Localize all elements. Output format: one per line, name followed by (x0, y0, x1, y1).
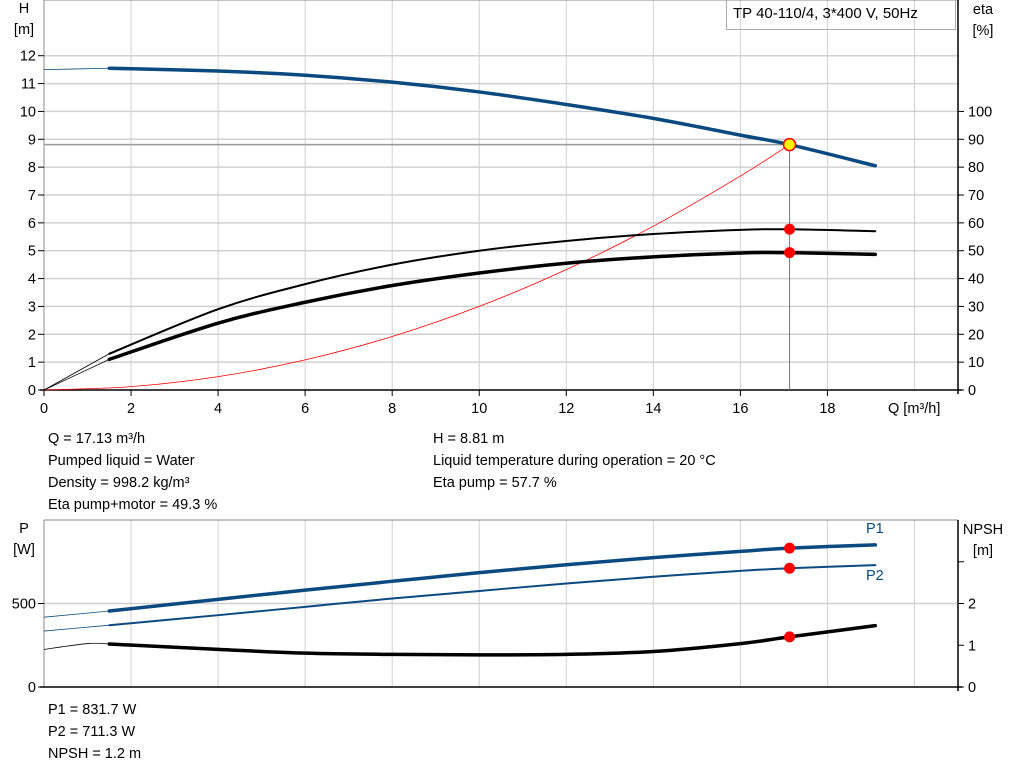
duty-point-h (782, 137, 797, 152)
y2-tick-label: 0 (968, 680, 976, 696)
curve-P2 (108, 564, 877, 627)
y2-tick-label: 50 (968, 244, 984, 260)
y2-tick-label: 2 (968, 597, 976, 613)
y2-tick-label: 40 (968, 272, 984, 288)
y2-tick-label: 90 (968, 132, 984, 148)
duty-point-eta-total (784, 247, 796, 259)
y-axis-label: H (19, 1, 29, 17)
y2-tick-label: 1 (968, 638, 976, 654)
info-density: Density = 998.2 kg/m³ (48, 475, 190, 491)
y-tick-label: 5 (28, 244, 36, 260)
curve-H-extrapolated (43, 67, 110, 71)
curve-eta_pump-extrapolated (43, 353, 110, 391)
info-eta-total: Eta pump+motor = 49.3 % (48, 497, 218, 513)
y-tick-label: 0 (28, 680, 36, 696)
y-tick-label: 500 (12, 597, 36, 613)
x-tick-label: 14 (645, 401, 661, 417)
curve-system (43, 144, 790, 391)
x-tick-label: 4 (214, 401, 222, 417)
y-tick-label: 7 (28, 188, 36, 204)
curve-eta_total (107, 250, 878, 362)
series-label-p2: P2 (866, 568, 884, 584)
x-axis-label: Q [m³/h] (888, 401, 940, 417)
y-tick-label: 8 (28, 160, 36, 176)
y2-axis-unit: [m] (973, 543, 993, 559)
y-axis-unit: [W] (13, 542, 35, 558)
x-tick-label: 6 (301, 401, 309, 417)
info-q: Q = 17.13 m³/h (48, 431, 146, 447)
curve-NPSH-extrapolated (43, 642, 110, 650)
chart-title: TP 40-110/4, 3*400 V, 50Hz (726, 0, 956, 30)
info-h: H = 8.81 m (433, 431, 505, 447)
y-tick-label: 2 (28, 327, 36, 343)
curve-P1 (107, 543, 878, 613)
y-tick-label: 12 (20, 49, 36, 65)
series-label-p1: P1 (866, 521, 884, 537)
duty-point-eta-pump (784, 223, 796, 235)
info-npsh: NPSH = 1.2 m (48, 746, 142, 762)
y-tick-label: 10 (20, 104, 36, 120)
y-tick-label: 11 (21, 77, 36, 93)
curve-eta_pump (108, 228, 877, 355)
duty-point-p1 (784, 542, 796, 554)
info-p1: P1 = 831.7 W (48, 702, 137, 718)
y2-tick-label: 60 (968, 216, 984, 232)
duty-point-npsh (784, 631, 796, 643)
curve-P2-extrapolated (43, 624, 110, 632)
x-tick-label: 12 (558, 401, 574, 417)
x-tick-label: 2 (127, 401, 135, 417)
x-tick-label: 18 (819, 401, 835, 417)
y-axis-unit: [m] (14, 22, 34, 38)
info-temp: Liquid temperature during operation = 20… (433, 453, 716, 469)
curve-eta_total-extrapolated (43, 358, 110, 391)
y2-tick-label: 70 (968, 188, 984, 204)
y-tick-label: 0 (28, 383, 36, 399)
y-tick-label: 6 (28, 216, 36, 232)
curve-P1-extrapolated (43, 610, 110, 618)
y-axis-label: P (19, 521, 29, 537)
y2-tick-label: 100 (968, 104, 992, 120)
curve-NPSH (107, 623, 878, 657)
y-tick-label: 4 (28, 272, 36, 288)
y-tick-label: 1 (28, 355, 36, 371)
y2-tick-label: 80 (968, 160, 984, 176)
info-liquid: Pumped liquid = Water (48, 453, 195, 469)
x-tick-label: 16 (732, 401, 748, 417)
y-tick-label: 3 (28, 299, 36, 315)
info-eta-pump: Eta pump = 57.7 % (433, 475, 557, 491)
y2-tick-label: 30 (968, 299, 984, 315)
x-tick-label: 0 (40, 401, 48, 417)
info-p2: P2 = 711.3 W (48, 724, 136, 740)
y2-axis-unit: [%] (973, 23, 994, 39)
x-tick-label: 8 (388, 401, 396, 417)
curve-H (107, 66, 878, 168)
y2-axis-label: eta (973, 2, 994, 18)
y-tick-label: 9 (28, 132, 36, 148)
y2-tick-label: 20 (968, 327, 984, 343)
y2-tick-label: 10 (968, 355, 984, 371)
duty-point-p2 (784, 562, 796, 574)
x-tick-label: 10 (471, 401, 487, 417)
y2-axis-label: NPSH (963, 522, 1003, 538)
y2-tick-label: 0 (968, 383, 976, 399)
